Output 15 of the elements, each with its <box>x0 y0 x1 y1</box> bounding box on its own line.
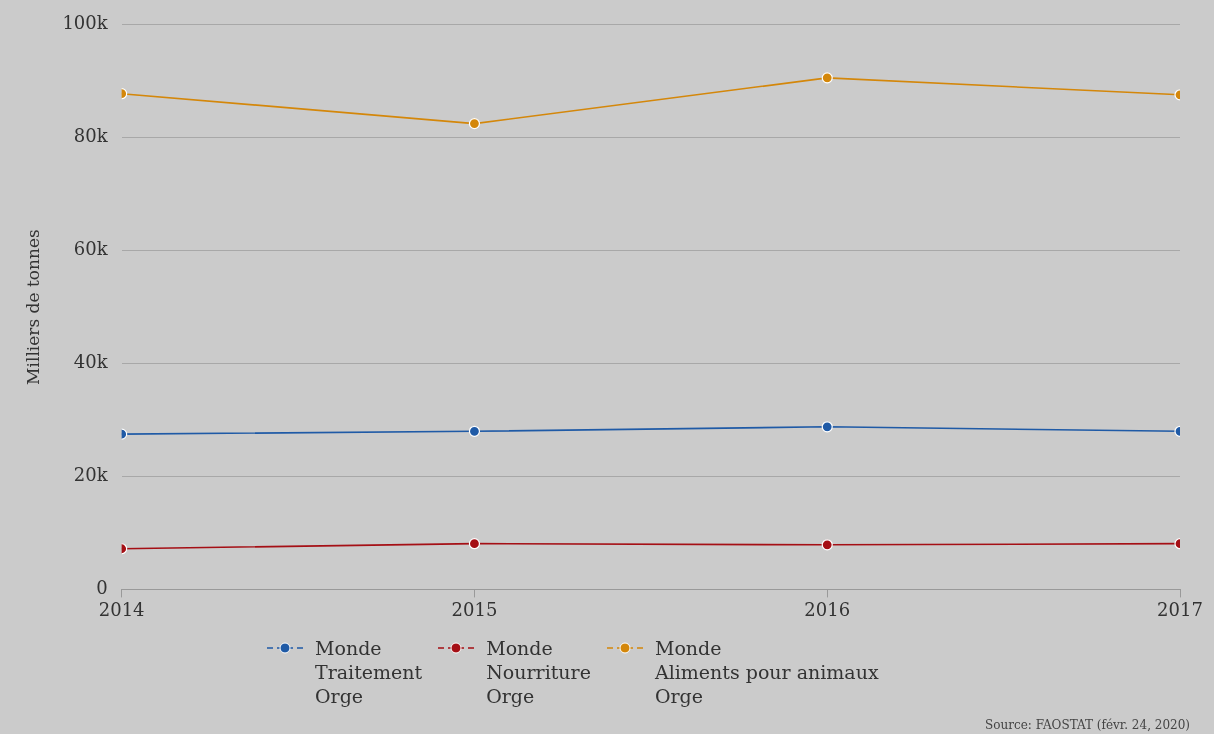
y-tick-label: 80k <box>73 125 109 147</box>
x-tick-label: 2017 <box>1157 598 1203 620</box>
x-tick-label: 2016 <box>804 598 851 620</box>
x-tick-label: 2015 <box>451 598 498 620</box>
y-tick-label: 0 <box>96 577 108 599</box>
y-tick-label: 60k <box>73 238 109 260</box>
y-tick-label: 100k <box>62 12 109 34</box>
legend-label: Monde Aliments pour animaux Orge <box>654 636 879 708</box>
y-tick-label: 40k <box>73 351 109 373</box>
legend-label: Monde Nourriture Orge <box>486 636 591 708</box>
legend-label: Monde Traitement Orge <box>315 636 423 708</box>
y-tick-label: 20k <box>73 464 109 486</box>
source-note: Source: FAOSTAT (févr. 24, 2020) <box>985 718 1190 732</box>
x-tick-label: 2014 <box>98 598 145 620</box>
y-axis-title: Milliers de tonnes <box>22 229 43 385</box>
